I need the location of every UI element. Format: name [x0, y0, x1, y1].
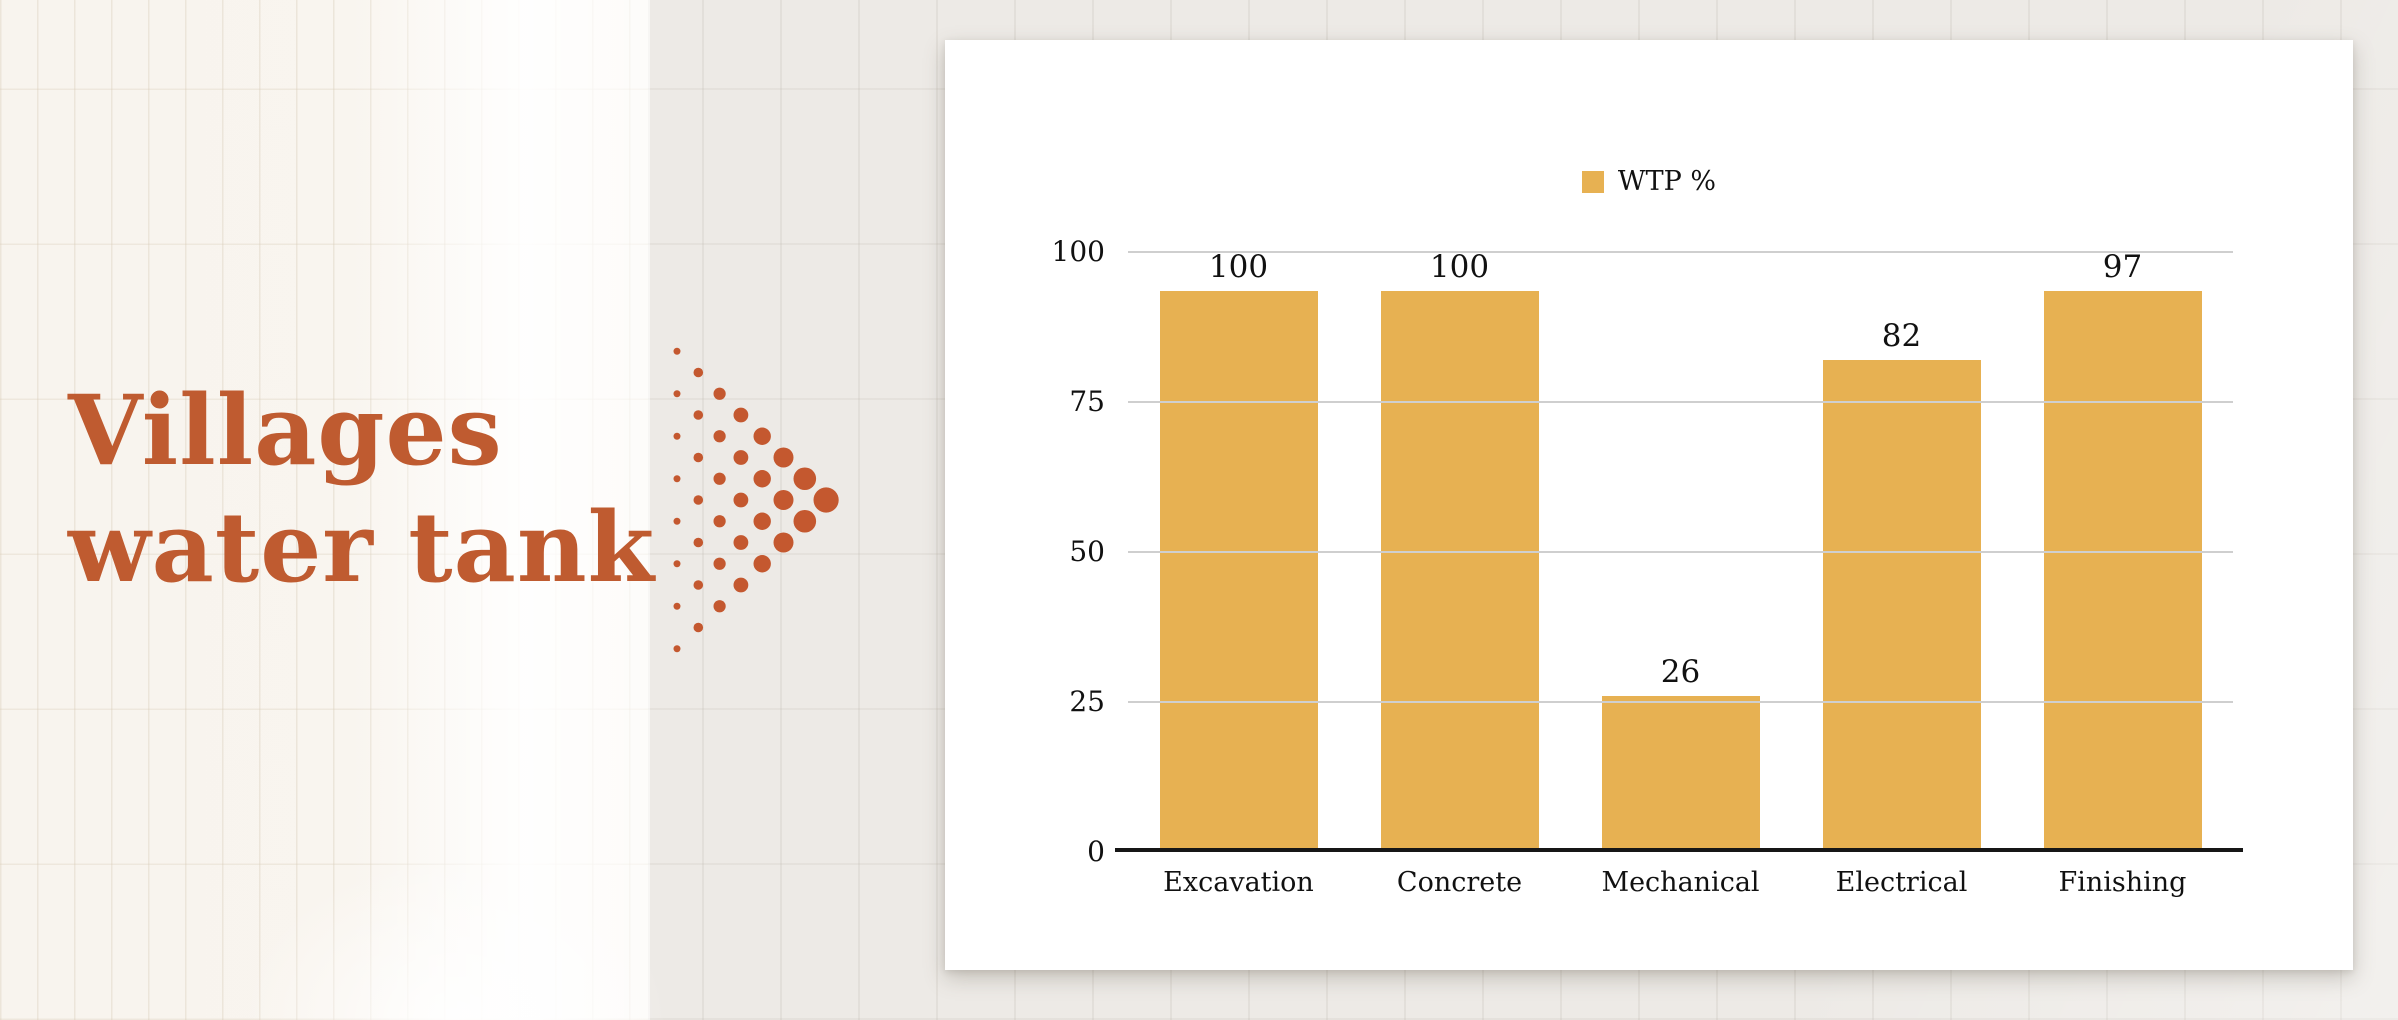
bar-value-label: 97 [2102, 249, 2143, 285]
decor-dot [713, 515, 726, 528]
y-tick-label-25: 25 [1069, 685, 1105, 718]
decor-dot [673, 645, 681, 653]
decor-dot [713, 472, 726, 485]
decor-dot [793, 467, 817, 491]
slide-title-line-2: water tank [68, 491, 656, 605]
decor-dot [753, 555, 771, 573]
decor-dot [673, 602, 681, 610]
category-label: Finishing [2058, 867, 2187, 898]
decor-dot [693, 537, 704, 548]
bar-electrical [1822, 360, 1981, 852]
decor-dot [773, 532, 794, 553]
decor-dot [673, 432, 681, 440]
bar-band-concrete: 100 Concrete [1349, 249, 1570, 897]
decor-dot [713, 387, 726, 400]
bar-value-label: 100 [1208, 249, 1269, 285]
decor-dot [733, 407, 749, 423]
decor-dot [673, 517, 681, 525]
decor-dot [713, 430, 726, 443]
decor-dot [753, 427, 771, 445]
decor-dot [713, 557, 726, 570]
y-axis: 0 25 50 75 100 [945, 238, 1105, 866]
bar-excavation [1159, 291, 1318, 852]
chart-legend: WTP % [945, 166, 2353, 197]
bar-band-mechanical: 26 Mechanical [1570, 252, 1791, 898]
chart-card: WTP % 0 25 50 75 100 100 Excavation 100 Concret… [945, 40, 2353, 970]
category-label: Mechanical [1601, 867, 1760, 898]
decor-dot [733, 492, 749, 508]
decor-dot [693, 367, 704, 378]
category-label: Excavation [1163, 867, 1314, 898]
category-label: Concrete [1396, 867, 1523, 898]
decor-dot [733, 577, 749, 593]
bar-value-label: 26 [1660, 654, 1701, 690]
gridline-50 [1128, 551, 2233, 553]
decor-dot [693, 452, 704, 463]
bar-value-label: 100 [1429, 249, 1490, 285]
decor-dot [693, 622, 704, 633]
y-tick-label-75: 75 [1069, 385, 1105, 418]
legend-label: WTP % [1617, 166, 1717, 197]
y-tick-label-50: 50 [1069, 535, 1105, 568]
slide-title: Villages water tank [68, 372, 655, 606]
x-axis-line [1115, 848, 2243, 852]
gridline-75 [1128, 401, 2233, 403]
plot-area: 100 Excavation 100 Concrete 26 Mechanical 82 El… [1128, 249, 2233, 898]
decor-dot [813, 487, 839, 513]
bar-concrete [1380, 291, 1539, 852]
dots-triangle-decoration [673, 347, 839, 653]
y-tick-label-100: 100 [1051, 235, 1105, 268]
background-highlight-band [350, 0, 650, 1020]
slide-title-line-1: Villages [68, 374, 503, 487]
decor-dot [693, 580, 704, 590]
bar-band-finishing: 97 Finishing [2012, 249, 2233, 897]
y-tick-label-0: 0 [1087, 835, 1105, 868]
decor-dot [753, 512, 771, 530]
decor-dot [773, 447, 794, 468]
category-label: Electrical [1835, 867, 1968, 898]
decor-dot [753, 470, 771, 488]
decor-dot [773, 490, 794, 510]
decor-dot [733, 450, 749, 465]
bar-finishing [2043, 291, 2202, 852]
bar-band-excavation: 100 Excavation [1128, 249, 1349, 897]
decor-dot [673, 390, 681, 398]
gridline-100 [1128, 251, 2233, 253]
bar-bands: 100 Excavation 100 Concrete 26 Mechanical 82 El… [1128, 249, 2233, 898]
decor-dot [673, 347, 681, 355]
decor-dot [673, 560, 681, 568]
decor-dot [793, 509, 817, 533]
decor-dot [693, 410, 704, 420]
gridline-25 [1128, 701, 2233, 703]
decor-dot [693, 495, 704, 505]
bar-band-electrical: 82 Electrical [1791, 252, 2012, 897]
bar-value-label: 82 [1881, 318, 1922, 354]
decor-dot [713, 600, 726, 613]
background-highlight-bottom [240, 855, 670, 1020]
decor-dot [673, 475, 681, 483]
bar-mechanical [1601, 696, 1760, 852]
decor-dot [733, 535, 749, 550]
legend-swatch [1581, 170, 1604, 193]
